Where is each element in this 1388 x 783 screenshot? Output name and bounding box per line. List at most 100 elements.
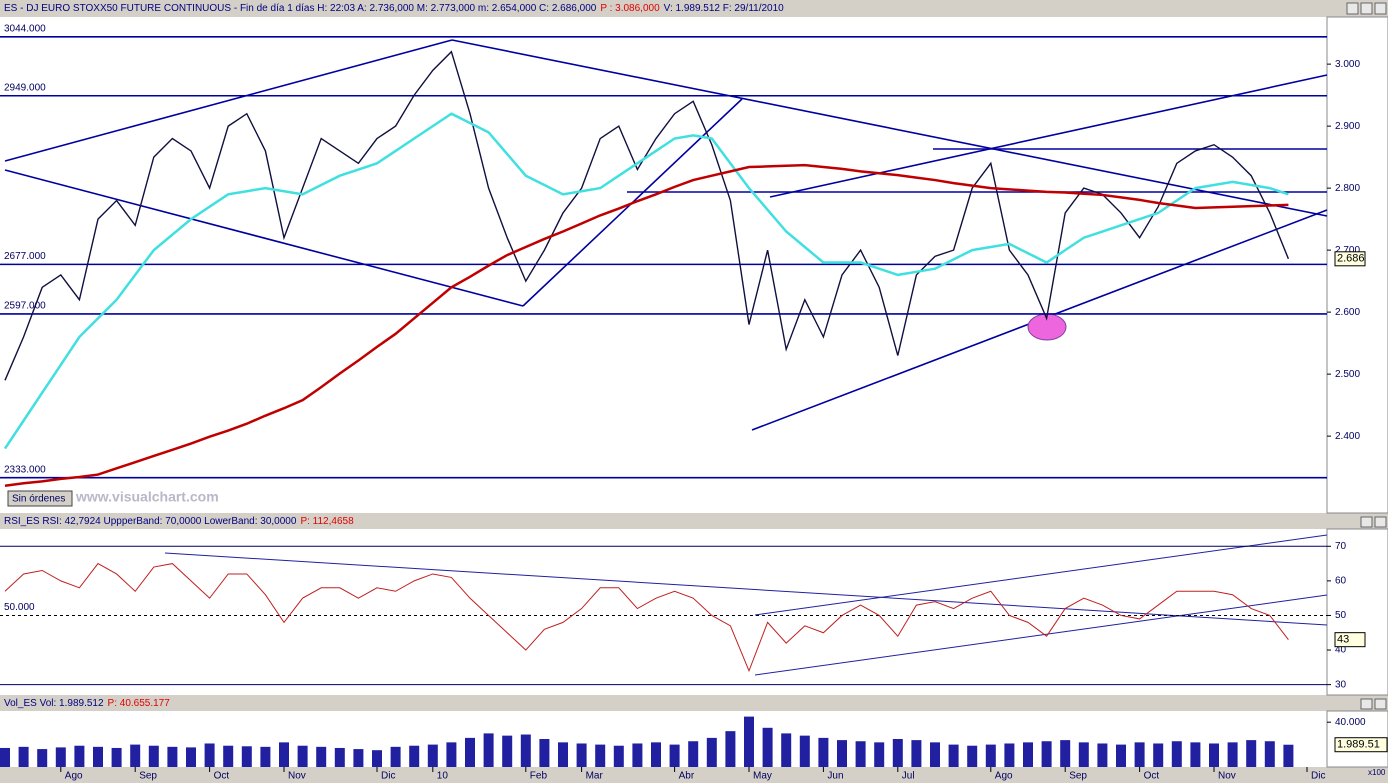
x-tick-label: Feb [530, 771, 548, 782]
x-tick-label: Nov [1218, 771, 1236, 782]
volume-bar [465, 737, 475, 767]
volume-bar [725, 731, 736, 767]
volume-bar [1023, 742, 1033, 767]
volume-bar [855, 741, 866, 767]
volume-bar [483, 733, 494, 767]
x-tick-label: Mar [586, 771, 604, 782]
volume-bar [762, 727, 773, 767]
y-tick-label: 30 [1335, 679, 1347, 690]
volume-bar [669, 744, 680, 767]
volume-bar [167, 746, 178, 767]
y-tick-label: 2.800 [1335, 183, 1360, 194]
volume-bar [186, 747, 196, 767]
volume-bar [502, 735, 513, 767]
volume-bar [297, 745, 308, 767]
trend-line [164, 552, 1328, 626]
volume-bar [204, 743, 215, 767]
rsi-axis [1326, 528, 1388, 696]
volume-bar [130, 744, 141, 767]
volume-bar [55, 747, 66, 767]
maximize[interactable] [1360, 698, 1373, 710]
maximize[interactable] [1360, 2, 1373, 15]
volume-bar [799, 735, 810, 767]
volume-bar [0, 747, 10, 767]
volume-bar [520, 734, 531, 767]
y-tick-label: 3.000 [1335, 59, 1360, 70]
panel-header: RSI_ES RSI: 42,7924 UppperBand: 70,0000 … [4, 516, 354, 527]
x-tick-label: May [753, 771, 772, 782]
close[interactable] [1374, 516, 1387, 528]
y-tick-label: 2.700 [1335, 245, 1360, 256]
header-part: ES - DJ EURO STOXX50 FUTURE CONTINUOUS -… [4, 3, 597, 14]
y-tick-label: 2.900 [1335, 121, 1360, 132]
volume-bar [1116, 744, 1126, 767]
series-line [4, 562, 1289, 673]
volume-bar [948, 744, 959, 767]
volume-bar [427, 744, 438, 767]
x-tick-label: Abr [679, 771, 695, 782]
level-label: 2333.000 [4, 464, 46, 475]
trend-line [754, 534, 1328, 616]
volume-bar [148, 745, 159, 767]
volume-bar [1227, 742, 1238, 767]
volume-bar [1004, 743, 1015, 767]
level-label: 3044.000 [4, 23, 46, 34]
volume-bar [390, 746, 401, 767]
volume-bar [967, 745, 978, 767]
x-tick-label: Oct [1144, 771, 1160, 782]
volume-bar [353, 749, 364, 767]
volume-bar [279, 742, 289, 767]
x-tick-label: 10 [437, 771, 449, 782]
y-tick-label: 70 [1335, 541, 1347, 552]
level-label: 2677.000 [4, 251, 46, 262]
volume-bar [223, 745, 234, 767]
volume-bar [1246, 740, 1257, 767]
volume-bar [316, 746, 327, 767]
volume-bar [613, 745, 624, 767]
close[interactable] [1374, 698, 1387, 710]
panel-header: ES - DJ EURO STOXX50 FUTURE CONTINUOUS -… [4, 3, 784, 14]
y-tick-label: 2.500 [1335, 369, 1360, 380]
header-part: V: 1.989.512 F: 29/11/2010 [664, 3, 785, 14]
y-tick-label: 50 [1335, 610, 1347, 621]
level-label: 2597.000 [4, 301, 46, 312]
x-tick-label: Sep [1069, 771, 1087, 782]
volume-bar [1134, 742, 1145, 767]
maximize[interactable] [1360, 516, 1373, 528]
volume-bar [576, 743, 587, 767]
volume-bar [874, 742, 885, 767]
watermark: www.visualchart.com [75, 489, 219, 505]
volume-bar [1078, 742, 1089, 767]
rsi-panel [0, 529, 1327, 695]
volume-bar [1190, 742, 1201, 767]
y-tick-label: 60 [1335, 576, 1347, 587]
trend-line [4, 39, 453, 162]
close[interactable] [1374, 2, 1387, 15]
volume-bar [1060, 740, 1071, 767]
volume-bar [18, 746, 29, 767]
y-tick-label: 2.600 [1335, 307, 1360, 318]
orders-button[interactable] [7, 490, 73, 507]
level-label: 2949.000 [4, 82, 46, 93]
x-tick-label: Oct [214, 771, 230, 782]
header-part: P: 40.655.177 [108, 698, 171, 709]
last-value-box [1334, 632, 1366, 648]
volume-bar [892, 739, 903, 767]
volume-bar [74, 745, 85, 767]
volume-bar [93, 746, 103, 767]
volume-bar [1041, 741, 1052, 767]
volume-bar [930, 742, 940, 767]
y-tick-label: 2.400 [1335, 431, 1360, 442]
y-tick-label: 40 [1335, 645, 1347, 656]
minimize[interactable] [1346, 2, 1359, 15]
volume-bar [558, 742, 568, 767]
last-value-label: 43 [1337, 634, 1349, 646]
volume-bar [706, 737, 717, 767]
volume-bar [595, 744, 606, 767]
volume-bar [260, 746, 271, 767]
volume-bar [37, 749, 48, 767]
last-value-label: 2.686 [1337, 253, 1365, 265]
volume-bar [1153, 743, 1164, 767]
series-line [4, 163, 1289, 487]
x-tick-label: Ago [995, 771, 1013, 782]
